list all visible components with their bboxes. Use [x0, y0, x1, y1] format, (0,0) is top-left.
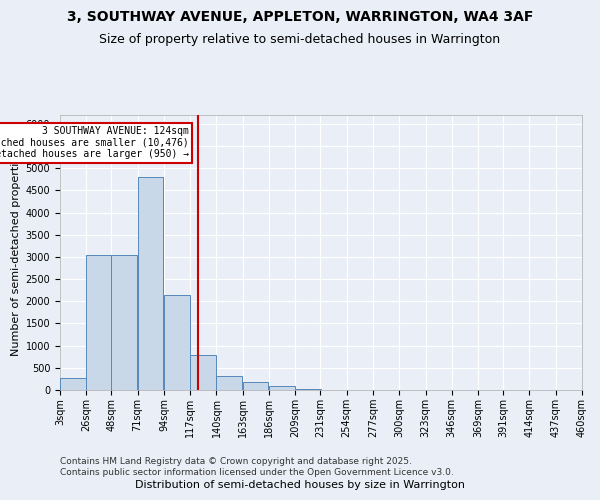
Bar	[86, 254, 112, 390]
Text: Size of property relative to semi-detached houses in Warrington: Size of property relative to semi-detach…	[100, 32, 500, 46]
Bar	[243, 382, 268, 390]
Text: Contains HM Land Registry data © Crown copyright and database right 2025.
Contai: Contains HM Land Registry data © Crown c…	[60, 458, 454, 477]
Text: 3, SOUTHWAY AVENUE, APPLETON, WARRINGTON, WA4 3AF: 3, SOUTHWAY AVENUE, APPLETON, WARRINGTON…	[67, 10, 533, 24]
Bar	[295, 388, 321, 390]
Bar	[190, 354, 216, 390]
Text: Distribution of semi-detached houses by size in Warrington: Distribution of semi-detached houses by …	[135, 480, 465, 490]
Bar	[269, 386, 295, 390]
Text: 3 SOUTHWAY AVENUE: 124sqm
← 91% of semi-detached houses are smaller (10,476)
  8: 3 SOUTHWAY AVENUE: 124sqm ← 91% of semi-…	[0, 126, 189, 160]
Bar	[60, 378, 86, 390]
Bar	[112, 254, 137, 390]
Bar	[217, 376, 242, 390]
Bar	[137, 177, 163, 390]
Bar	[164, 294, 190, 390]
Y-axis label: Number of semi-detached properties: Number of semi-detached properties	[11, 150, 22, 356]
